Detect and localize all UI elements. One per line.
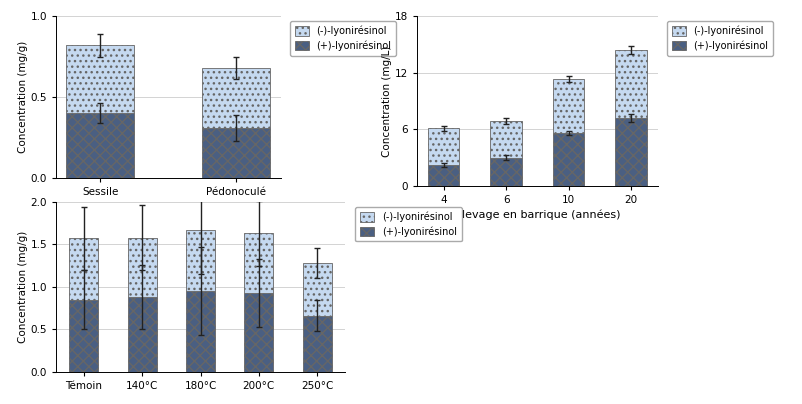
Y-axis label: Concentration (mg/L): Concentration (mg/L) xyxy=(382,45,392,157)
Bar xyxy=(186,230,215,291)
Y-axis label: Concentration (mg/g): Concentration (mg/g) xyxy=(18,41,28,153)
Bar xyxy=(491,121,522,158)
Bar xyxy=(186,291,215,372)
Bar xyxy=(128,238,156,297)
Legend: (-)-lyonirésinol, (+)-lyonirésinol: (-)-lyonirésinol, (+)-lyonirésinol xyxy=(290,21,396,56)
Bar xyxy=(302,263,332,316)
Bar xyxy=(615,50,646,118)
Bar xyxy=(67,113,135,178)
Bar xyxy=(491,158,522,186)
Bar xyxy=(67,45,135,113)
Y-axis label: Concentration (mg/g): Concentration (mg/g) xyxy=(18,231,28,343)
Bar xyxy=(69,300,99,372)
X-axis label: Elevage en barrique (années): Elevage en barrique (années) xyxy=(455,209,620,219)
Bar xyxy=(428,165,460,186)
Bar xyxy=(553,133,584,186)
Bar xyxy=(428,128,460,165)
Legend: (-)-lyonirésinol, (+)-lyonirésinol: (-)-lyonirésinol, (+)-lyonirésinol xyxy=(355,207,462,242)
Bar xyxy=(128,297,156,372)
Bar xyxy=(615,118,646,186)
Bar xyxy=(245,293,273,372)
Bar xyxy=(202,68,270,128)
Bar xyxy=(245,234,273,293)
Bar xyxy=(202,128,270,178)
Bar xyxy=(553,79,584,133)
Bar xyxy=(302,316,332,372)
Bar xyxy=(69,238,99,300)
Legend: (-)-lyonirésinol, (+)-lyonirésinol: (-)-lyonirésinol, (+)-lyonirésinol xyxy=(667,21,773,56)
